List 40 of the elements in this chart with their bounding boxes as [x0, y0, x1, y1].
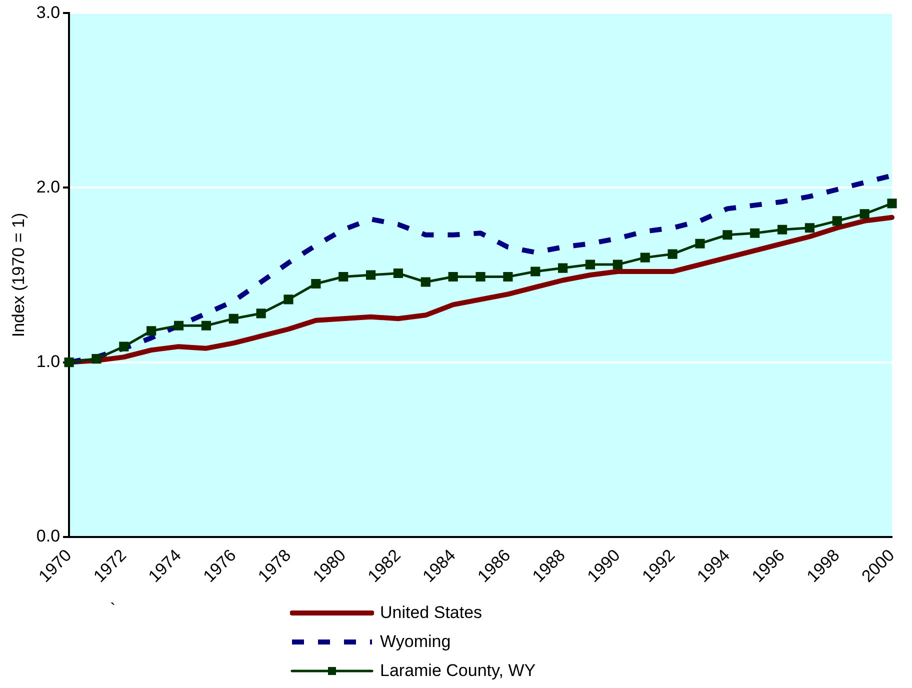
y-tick-label: 3.0: [36, 2, 60, 22]
point: [722, 230, 732, 240]
point: [201, 320, 211, 330]
point: [311, 278, 321, 289]
point: [92, 354, 102, 364]
point: [338, 272, 348, 282]
legend-label: Wyoming: [380, 632, 451, 652]
point: [695, 238, 705, 248]
text: `: [110, 600, 116, 620]
point: [119, 342, 129, 352]
point: [256, 308, 266, 318]
point: [640, 252, 650, 262]
y-tick-label: 2.0: [36, 177, 60, 196]
point: [146, 326, 156, 336]
point: [366, 270, 376, 280]
point: [420, 277, 430, 287]
point: [777, 224, 788, 234]
y-tick-label: 1.0: [36, 352, 60, 371]
y-axis-title: Index (1970 = 1): [8, 212, 28, 338]
point: [612, 260, 622, 270]
point: [750, 228, 760, 238]
point: [476, 272, 486, 282]
point: [832, 216, 842, 226]
point: [558, 263, 568, 273]
point: [393, 268, 404, 278]
point: [530, 266, 540, 276]
point: [174, 320, 184, 330]
point: [860, 209, 870, 219]
point: [284, 294, 294, 304]
point: [585, 260, 596, 270]
legend-label: Laramie County, WY: [380, 660, 536, 680]
point: [448, 272, 458, 282]
point: [668, 249, 678, 259]
point: [804, 223, 814, 233]
point: [64, 358, 74, 368]
legend-label: United States: [380, 602, 482, 622]
y-tick-label: 0.0: [36, 526, 60, 546]
point: [228, 314, 238, 324]
point: [503, 272, 513, 282]
point: [887, 198, 897, 208]
